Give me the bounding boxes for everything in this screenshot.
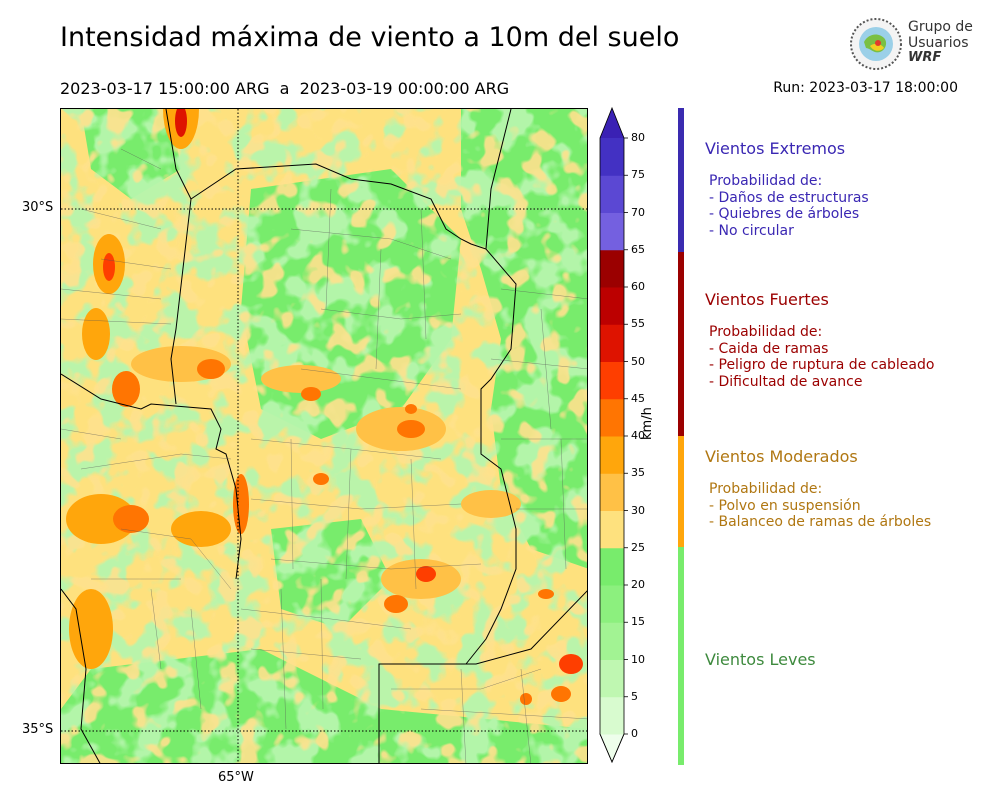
colorbar-bin xyxy=(600,585,624,623)
colorbar-bin xyxy=(600,175,624,213)
graticule xyxy=(61,109,587,763)
colorbar-tick-label: 40 xyxy=(631,429,645,442)
orange-texture xyxy=(61,109,587,763)
colorbar-tick-label: 50 xyxy=(631,354,645,368)
colorbar-bin xyxy=(600,659,624,698)
lon-label-65w: 65°W xyxy=(218,770,254,785)
colorbar-tick-label: 10 xyxy=(631,652,645,666)
colorbar-tick-label: 35 xyxy=(631,466,645,480)
colorbar-bin xyxy=(600,249,624,288)
colorbar-tick-label: 70 xyxy=(631,205,645,219)
category-line: Probabilidad de: xyxy=(709,173,823,189)
category-line: - Polvo en suspensión xyxy=(709,497,861,514)
colorbar-bin xyxy=(600,398,624,437)
lat-label-35s: 35°S xyxy=(22,722,54,737)
colorbar-extension-high xyxy=(600,108,624,138)
colorbar xyxy=(599,106,628,764)
colorbar-bin xyxy=(600,473,624,511)
colorbar-bin xyxy=(600,287,624,325)
category-line: Probabilidad de: xyxy=(709,481,823,497)
category-extremos: Vientos Extremos Probabilidad de: - Daño… xyxy=(705,139,869,239)
department-borders xyxy=(61,148,587,763)
colorbar-bin xyxy=(600,622,624,660)
wind-field-svg xyxy=(61,109,587,763)
category-title: Vientos Moderados xyxy=(705,447,858,466)
colorbar-bin xyxy=(600,138,624,176)
map-title: Intensidad máxima de viento a 10m del su… xyxy=(60,22,680,53)
date-range: 2023-03-17 15:00:00 ARG a 2023-03-19 00:… xyxy=(60,79,510,98)
grupo-usuarios-wrf-logo: Grupo de Usuarios WRF xyxy=(848,16,978,74)
category-description: Probabilidad de: - Caida de ramas - Peli… xyxy=(709,324,934,390)
logo-text-line2: Usuarios xyxy=(908,35,969,51)
colorbar-tick-label: 0 xyxy=(631,727,638,740)
colorbar-bin xyxy=(600,361,624,400)
colorbar-bin xyxy=(600,696,624,735)
category-line: - Balanceo de ramas de árboles xyxy=(709,514,932,530)
category-moderados: Vientos Moderados Probabilidad de: - Pol… xyxy=(705,447,931,531)
colorbar-tick-label: 60 xyxy=(631,280,645,293)
logo-text-line3: WRF xyxy=(908,50,942,65)
category-title: Vientos Fuertes xyxy=(705,290,829,309)
colorbar-tick-label: 30 xyxy=(631,503,645,517)
colorbar-bin xyxy=(600,324,624,362)
category-description: Probabilidad de: - Daños de estructuras … xyxy=(709,173,869,239)
lat-label-30s: 30°S xyxy=(22,200,54,215)
category-description: Probabilidad de: - Polvo en suspensión -… xyxy=(709,481,931,531)
colorbar-bin xyxy=(600,212,624,251)
category-leves: Vientos Leves xyxy=(705,650,816,669)
category-title: Vientos Extremos xyxy=(705,139,846,158)
category-line: - Peligro de ruptura de cableado xyxy=(709,357,935,373)
colorbar-bin xyxy=(600,436,624,474)
run-time: Run: 2023-03-17 18:00:00 xyxy=(773,80,958,96)
globe-logo-icon xyxy=(850,18,902,70)
colorbar-tick-label: 65 xyxy=(631,242,645,256)
colorbar-tick-label: 5 xyxy=(631,689,638,703)
colorbar-bin xyxy=(600,547,624,586)
colorbar-tick-label: 25 xyxy=(631,540,645,554)
category-line: - Dificultad de avance xyxy=(709,373,863,390)
colorbar-tick-label: 75 xyxy=(631,168,645,182)
category-line: - Daños de estructuras xyxy=(709,189,869,206)
category-bar-extremos xyxy=(678,108,684,252)
colorbar-unit: km/h xyxy=(640,407,655,440)
colorbar-tick-label: 55 xyxy=(631,317,645,331)
category-bar-leves xyxy=(678,547,684,765)
category-line: - Quiebres de árboles xyxy=(709,206,860,222)
wind-hotspots xyxy=(66,109,583,705)
category-bar-moderados xyxy=(678,436,684,547)
logo-text-line1: Grupo de xyxy=(908,19,973,35)
colorbar-tick-label: 45 xyxy=(631,391,645,405)
wind-map xyxy=(60,108,588,764)
category-line: - No circular xyxy=(709,222,794,239)
colorbar-tick-label: 15 xyxy=(631,615,645,629)
category-bar-fuertes xyxy=(678,252,684,436)
province-borders xyxy=(61,109,587,763)
colorbar-bin xyxy=(600,510,624,549)
category-line: Probabilidad de: xyxy=(709,324,823,340)
colorbar-tick-label: 80 xyxy=(631,131,645,144)
colorbar-tick-label: 20 xyxy=(631,578,645,591)
category-line: - Caida de ramas xyxy=(709,340,829,357)
colorbar-extension-low xyxy=(599,733,625,764)
category-title: Vientos Leves xyxy=(705,650,816,669)
category-fuertes: Vientos Fuertes Probabilidad de: - Caida… xyxy=(705,290,934,390)
